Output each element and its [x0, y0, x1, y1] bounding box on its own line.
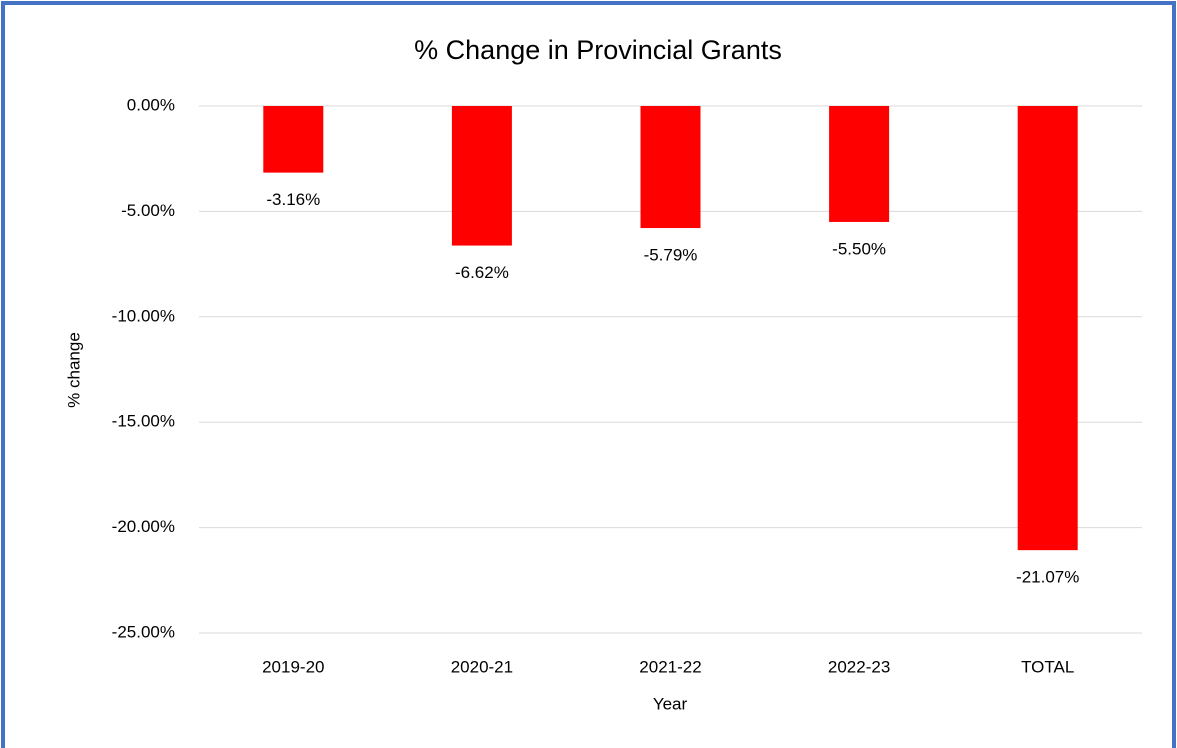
x-tick-label: 2022-23 — [828, 657, 890, 676]
x-axis-label: Year — [653, 694, 688, 713]
data-label: -5.79% — [644, 246, 698, 265]
data-label: -6.62% — [455, 263, 509, 282]
bar — [263, 106, 324, 173]
x-tick-label: 2019-20 — [262, 657, 324, 676]
y-axis-label: % change — [64, 332, 83, 408]
data-label: -5.50% — [832, 239, 886, 258]
x-tick-label: TOTAL — [1021, 657, 1074, 676]
chart-title: % Change in Provincial Grants — [414, 35, 782, 65]
x-tick-label: 2020-21 — [451, 657, 513, 676]
x-tick-label: 2021-22 — [639, 657, 701, 676]
y-tick-label: 0.00% — [127, 95, 175, 114]
bar — [451, 106, 512, 246]
bar — [829, 106, 890, 222]
y-tick-label: -5.00% — [121, 201, 175, 220]
data-label: -21.07% — [1016, 568, 1079, 587]
bar — [640, 106, 701, 229]
data-label: -3.16% — [266, 190, 320, 209]
y-tick-label: -25.00% — [112, 622, 175, 641]
y-tick-label: -10.00% — [112, 306, 175, 325]
y-tick-label: -20.00% — [112, 517, 175, 536]
y-tick-label: -15.00% — [112, 412, 175, 431]
bar — [1017, 106, 1078, 551]
